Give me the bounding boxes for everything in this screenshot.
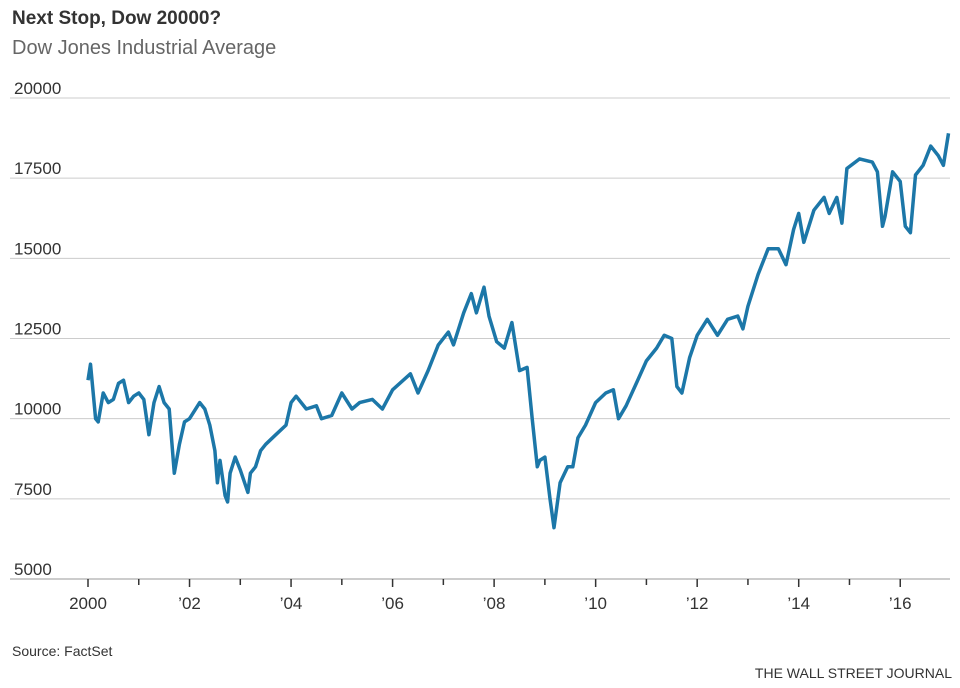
y-tick-label: 17500 xyxy=(14,159,61,178)
source: Source: FactSet xyxy=(12,643,112,659)
y-tick-label: 15000 xyxy=(14,239,61,258)
x-tick-label: ’14 xyxy=(787,594,810,613)
x-tick-label: ’10 xyxy=(584,594,607,613)
y-tick-label: 12500 xyxy=(14,320,61,339)
y-tick-label: 7500 xyxy=(14,480,52,499)
x-tick-label: ’12 xyxy=(686,594,709,613)
y-tick-label: 10000 xyxy=(14,400,61,419)
x-tick-label: ’02 xyxy=(178,594,201,613)
chart-subtitle: Dow Jones Industrial Average xyxy=(12,37,276,59)
x-tick-label: ’04 xyxy=(280,594,303,613)
x-tick-label: ’08 xyxy=(483,594,506,613)
y-tick-label: 5000 xyxy=(14,560,52,579)
x-tick-label: ’16 xyxy=(889,594,912,613)
chart-title: Next Stop, Dow 20000? xyxy=(12,8,221,29)
credit: THE WALL STREET JOURNAL xyxy=(755,665,952,681)
series-line xyxy=(86,133,951,530)
x-tick-label: 2000 xyxy=(69,594,107,613)
x-tick-label: ’06 xyxy=(381,594,404,613)
y-tick-label: 20000 xyxy=(14,79,61,98)
